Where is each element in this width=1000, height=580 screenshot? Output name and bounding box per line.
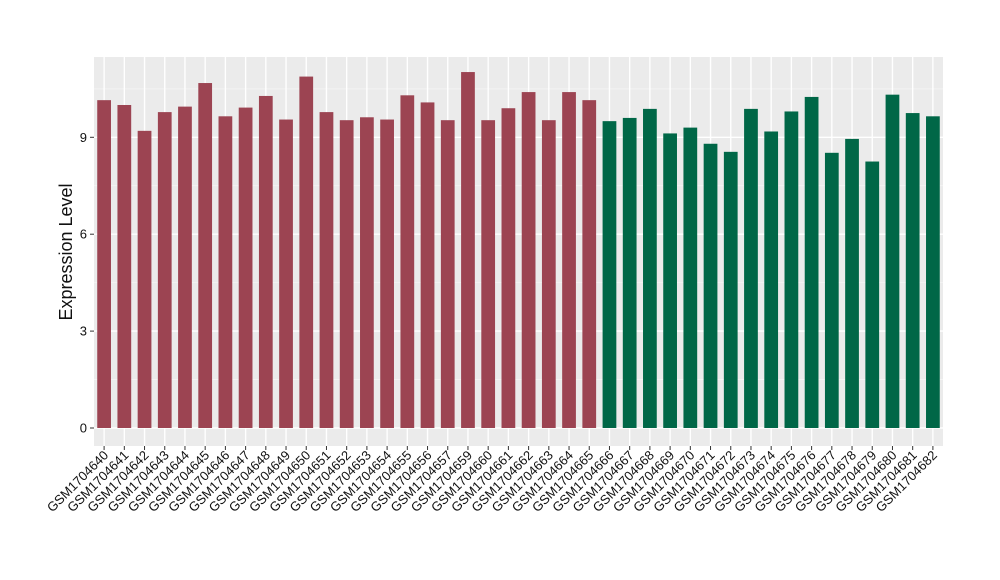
y-tick-label: 6 [80, 227, 87, 242]
bar-GSM1704673 [744, 108, 758, 428]
bar-GSM1704661 [501, 108, 516, 428]
bar-GSM1704678 [845, 138, 859, 429]
bar-GSM1704644 [178, 106, 192, 429]
bar-GSM1704643 [157, 112, 172, 428]
bar-GSM1704662 [521, 92, 536, 428]
bar-GSM1704657 [440, 120, 455, 428]
bar-GSM1704677 [824, 152, 839, 428]
y-axis-title: Expression Level [56, 183, 76, 320]
bar-GSM1704659 [461, 72, 475, 428]
bar-GSM1704681 [905, 113, 920, 428]
bar-GSM1704666 [602, 121, 617, 429]
bar-GSM1704649 [279, 119, 293, 428]
bar-GSM1704663 [541, 120, 556, 428]
plot-panel [94, 57, 943, 446]
bar-GSM1704651 [319, 112, 334, 428]
bar-GSM1704660 [481, 120, 496, 428]
bar-GSM1704654 [380, 119, 394, 428]
bar-GSM1704665 [582, 100, 597, 428]
bar-GSM1704664 [562, 92, 576, 428]
bar-GSM1704647 [238, 107, 253, 429]
y-axis: 0 3 6 9 [80, 130, 94, 436]
bar-GSM1704668 [643, 108, 657, 428]
bar-GSM1704648 [258, 95, 273, 429]
bar-GSM1704646 [218, 116, 233, 429]
bar-GSM1704652 [339, 120, 354, 428]
x-axis: GSM1704640GSM1704641GSM1704642GSM1704643… [44, 446, 940, 515]
bar-GSM1704675 [784, 111, 799, 429]
bar-GSM1704650 [299, 76, 314, 429]
bar-GSM1704640 [97, 100, 111, 428]
bar-GSM1704671 [703, 143, 718, 428]
bar-GSM1704682 [926, 116, 940, 429]
bar-GSM1704655 [400, 95, 415, 428]
bar-GSM1704674 [764, 131, 779, 428]
bar-GSM1704680 [885, 94, 900, 428]
bar-GSM1704670 [683, 127, 698, 429]
bar-GSM1704641 [117, 105, 132, 428]
bar-GSM1704645 [198, 83, 213, 428]
y-tick-label: 3 [80, 324, 87, 339]
bar-GSM1704679 [865, 161, 880, 428]
bars [97, 72, 940, 429]
panel-background [94, 57, 943, 446]
bar-GSM1704667 [622, 117, 637, 429]
bar-GSM1704672 [723, 151, 738, 428]
y-tick-label: 9 [80, 130, 87, 145]
bar-GSM1704653 [360, 117, 374, 429]
bar-GSM1704656 [420, 102, 435, 428]
bar-GSM1704676 [804, 96, 819, 429]
bar-GSM1704669 [663, 133, 677, 428]
bar-GSM1704642 [137, 130, 152, 428]
y-tick-label: 0 [80, 421, 87, 436]
